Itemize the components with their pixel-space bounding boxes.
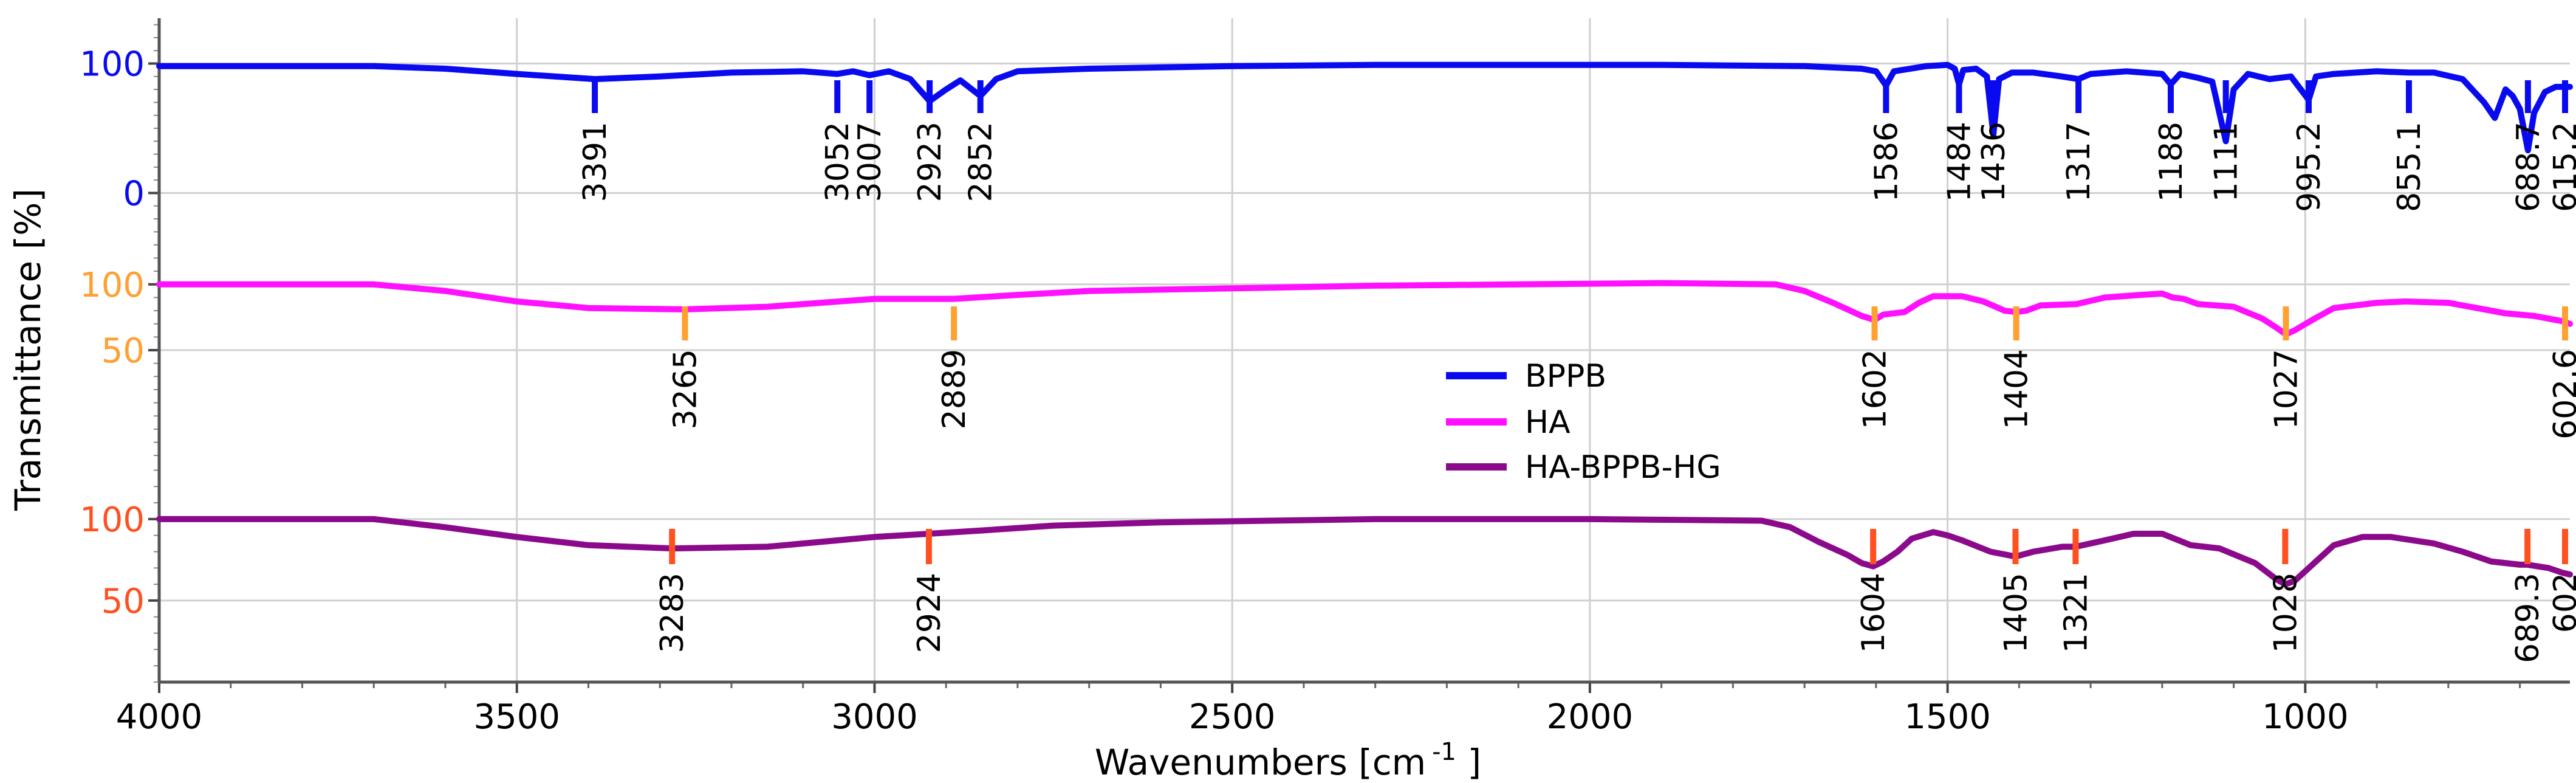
peak-label: 1586	[1868, 122, 1905, 202]
legend-label: HA-BPPB-HG	[1525, 449, 1721, 486]
peak-label: 3007	[852, 122, 888, 202]
peak-label: 1405	[1998, 573, 2035, 653]
peak-label: 602.6	[2547, 349, 2576, 440]
peak-label: 3391	[577, 122, 614, 202]
y-tick-label: 0	[123, 174, 145, 213]
peak-label: 688.7	[2510, 122, 2547, 212]
x-tick-label: 2500	[1189, 697, 1276, 737]
y-tick-label: 100	[80, 500, 145, 540]
peak-label: 1321	[2058, 573, 2094, 653]
peak-label: 1436	[1976, 122, 2012, 202]
series-lines	[156, 61, 2573, 588]
y-tick-label: 50	[101, 582, 145, 621]
peak-label: 855.1	[2391, 122, 2428, 212]
peak-label: 615.2	[2547, 122, 2576, 212]
x-tick-label: 1500	[1904, 697, 1991, 737]
x-axis-label-tail: ]	[1456, 742, 1481, 783]
x-axis-label-superscript: -1	[1432, 738, 1456, 766]
x-axis-label-main: Wavenumbers [cm	[1095, 742, 1426, 783]
peak-label: 1111	[2208, 122, 2245, 202]
legend: BPPB HA HA-BPPB-HG	[1446, 358, 1721, 486]
legend-label: BPPB	[1525, 358, 1606, 395]
axes: 4000 3500 3000 2500 2000 1500 1000 0 100 50 100 50 1…	[80, 18, 2570, 737]
y-tick-label: 50	[101, 331, 145, 371]
peak-label: 1484	[1942, 122, 1978, 202]
peak-label: 1404	[1999, 349, 2035, 429]
x-tick-label: 2000	[1547, 697, 1634, 737]
legend-label: HA	[1525, 404, 1571, 441]
peak-label: 2924	[911, 573, 948, 653]
peak-label: 1602	[1857, 349, 1894, 429]
grid	[158, 18, 2570, 682]
peak-label: 2852	[963, 122, 999, 202]
y-tick-label: 100	[80, 266, 145, 305]
series-line-1	[156, 61, 2573, 154]
x-tick-label: 3000	[831, 697, 918, 737]
peak-label: 689.3	[2510, 573, 2546, 663]
x-tick-label: 4000	[116, 697, 203, 737]
peak-label: 1604	[1855, 573, 1892, 653]
x-tick-label: 3500	[473, 697, 560, 737]
peak-label: 2889	[936, 349, 973, 429]
peak-label: 3052	[820, 122, 856, 202]
peak-label: 3283	[654, 573, 691, 653]
peak-label: 1028	[2267, 573, 2304, 653]
series-line-3	[156, 516, 2573, 588]
series-line-2	[156, 280, 2573, 337]
peak-label: 1027	[2269, 349, 2305, 429]
peak-label: 3265	[667, 349, 704, 429]
x-axis-label: Wavenumbers [cm -1 ]	[1095, 738, 1481, 783]
peak-label: 995.2	[2291, 122, 2328, 212]
peak-label: 1317	[2061, 122, 2097, 202]
y-axis-label: Transmittance [%]	[7, 188, 49, 511]
peak-label: 1188	[2153, 122, 2190, 202]
y-tick-label: 100	[80, 45, 145, 85]
x-tick-label: 1000	[2262, 697, 2349, 737]
peak-label: 2923	[912, 122, 948, 202]
peak-label: 602	[2547, 573, 2576, 633]
